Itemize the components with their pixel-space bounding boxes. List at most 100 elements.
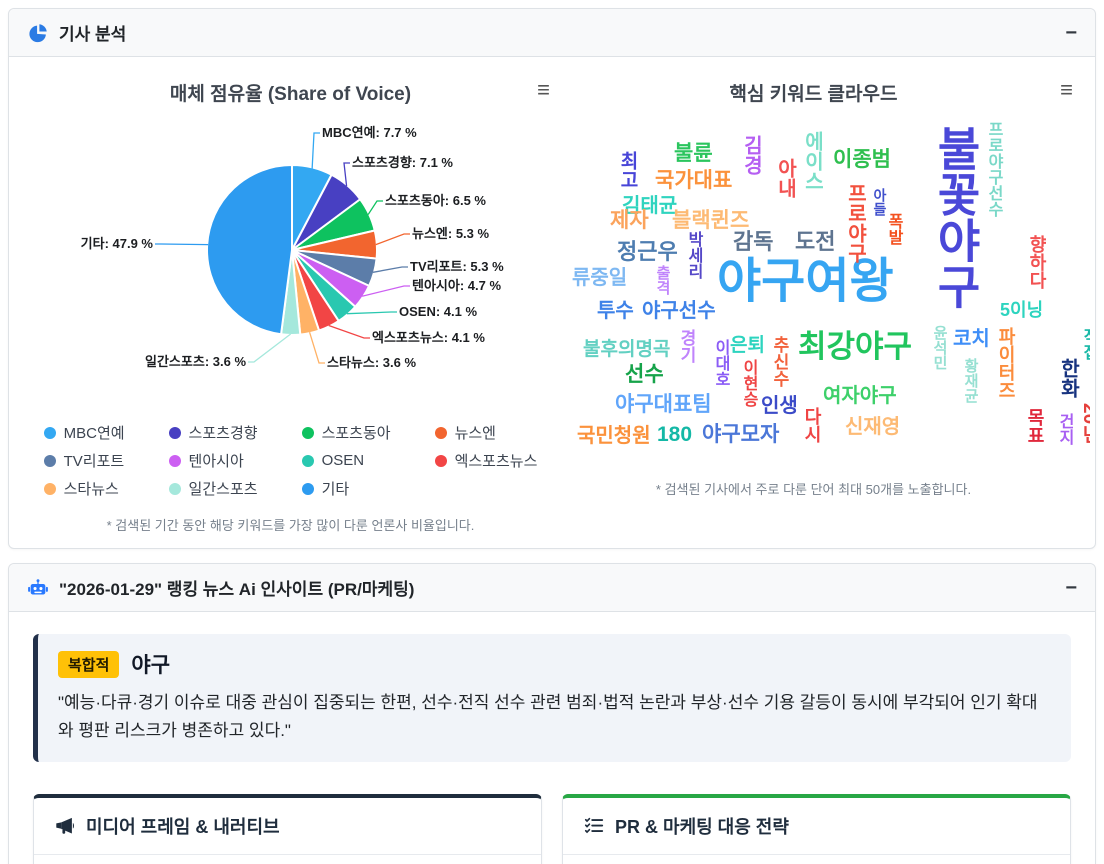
cloud-word: 불후의명곡: [583, 339, 671, 360]
cloud-word: 출격: [654, 265, 671, 295]
card-title: 미디어 프레임 & 내러티브: [86, 817, 280, 838]
cloud-word: 정근우: [617, 239, 678, 264]
chart-menu-icon[interactable]: ≡: [537, 77, 550, 102]
legend-item[interactable]: OSEN: [301, 450, 391, 471]
summary-box: 복합적 야구 "예능·다큐·경기 이슈로 대중 관심이 집중되는 한편, 선수·…: [33, 634, 1071, 763]
article-analysis-panel: 기사 분석 − 매체 점유율 (Share of Voice) ≡ MBC연예:…: [8, 8, 1096, 549]
pie-label: OSEN: 4.1 %: [399, 304, 477, 319]
cloud-word: 프로야구선수: [985, 121, 1002, 217]
pie-footnote: * 검색된 기간 동안 해당 키워드를 가장 많이 다룬 언론사 비율입니다.: [106, 518, 475, 533]
legend-dot: [301, 454, 314, 467]
collapse-button[interactable]: −: [1065, 576, 1077, 599]
list-check-icon: [584, 817, 604, 834]
media-frame-card-body: 미디어 프레임 (Media Framing): [34, 855, 541, 864]
pie-label: TV리포트: 5.3 %: [410, 259, 504, 274]
cloud-word: 이종범: [833, 148, 891, 171]
cloud-footnote: * 검색된 기사에서 주로 다룬 단어 최대 50개를 노출합니다.: [655, 482, 972, 497]
pie-label: MBC연예: 7.7 %: [322, 125, 417, 140]
legend-item[interactable]: 엑스포츠뉴스: [434, 450, 537, 471]
cloud-word: 야구선수: [642, 300, 716, 322]
cloud-word: 선수: [625, 363, 664, 386]
cloud-word: 투수: [597, 300, 634, 322]
legend-label: 일간스포츠: [188, 481, 258, 498]
pie-chart[interactable]: MBC연예: 7.7 % 스포츠경향: 7.1 % 스포츠동아: 6.5 % 뉴스엔:…: [29, 115, 552, 407]
cloud-word: 5이닝: [1000, 300, 1044, 320]
cloud-word: 건지: [1056, 413, 1073, 445]
cloud-word: 신재영: [845, 416, 901, 438]
pie-label-line: [308, 331, 325, 364]
word-cloud: 야구여왕 불꽃야구 최강야구 최고 불륜 김경 에이스 이종범 국가대표 아내 프로야구 아들 폭발 김태…: [560, 115, 1090, 463]
legend-item[interactable]: MBC연예: [43, 422, 125, 443]
pie-label-line: [343, 162, 350, 187]
cloud-word: 이현승: [740, 359, 757, 407]
charts-row: 매체 점유율 (Share of Voice) ≡ MBC연예: 7.7 % 스포…: [9, 57, 1095, 548]
legend-label: 스포츠경향: [188, 425, 258, 442]
pie-label-line: [375, 233, 410, 246]
legend-item[interactable]: 뉴스엔: [434, 422, 538, 443]
pr-strategy-card-header: PR & 마케팅 대응 전략: [563, 798, 1070, 856]
cloud-word: 국민청원: [577, 425, 651, 447]
pie-label: 스포츠동아: 6.5 %: [385, 193, 486, 208]
legend-item[interactable]: 스타뉴스: [43, 478, 125, 499]
cloud-word: 국가대표: [655, 169, 733, 192]
cloud-word: 불꽃야구: [930, 125, 982, 309]
cloud-word: 직접: [1080, 328, 1090, 360]
pie-label-line: [155, 243, 209, 246]
pie-label-line: [367, 200, 383, 215]
ai-insight-body: 복합적 야구 "예능·다큐·경기 이슈로 대중 관심이 집중되는 한편, 선수·…: [9, 612, 1095, 864]
legend-item[interactable]: 기타: [301, 478, 391, 499]
cloud-word: 도전: [795, 229, 836, 254]
panel-title: 기사 분석: [59, 25, 127, 44]
legend-label: 텐아시아: [188, 453, 244, 470]
legend-dot: [301, 482, 314, 495]
cloud-word: 아들: [872, 188, 888, 216]
cloud-word: 김태균: [622, 195, 678, 217]
pie-label: 뉴스엔: 5.3 %: [412, 226, 490, 241]
legend-label: 스포츠동아: [321, 425, 391, 442]
cloud-word: 여자야구: [823, 385, 897, 407]
pie-slice[interactable]: [206, 164, 293, 336]
legend-dot: [168, 426, 181, 439]
insight-cards-row: 미디어 프레임 & 내러티브 미디어 프레임 (Media Framing): [33, 794, 1071, 864]
legend-item[interactable]: TV리포트: [43, 450, 125, 471]
media-frame-card: 미디어 프레임 & 내러티브 미디어 프레임 (Media Framing): [33, 794, 542, 864]
cloud-word: 제자: [610, 209, 649, 232]
legend-dot: [43, 482, 56, 495]
cloud-word: 향하다: [1027, 235, 1047, 289]
collapse-button[interactable]: −: [1065, 21, 1077, 44]
cloud-word: 한화: [1057, 358, 1079, 398]
cloud-word: 20년: [1079, 403, 1090, 444]
cloud-word: 프로야구: [844, 183, 866, 263]
legend-item[interactable]: 텐아시아: [168, 450, 258, 471]
share-of-voice-chart: 매체 점유율 (Share of Voice) ≡ MBC연예: 7.7 % 스포…: [29, 77, 552, 534]
pie-label: 스포츠경향: 7.1 %: [352, 155, 453, 170]
pr-strategy-card: PR & 마케팅 대응 전략 ✔24/7 모니터링·신속대응 체계 구축: 소셜…: [562, 794, 1071, 864]
legend-item[interactable]: 스포츠동아: [301, 422, 391, 443]
cloud-word: 야구여왕: [717, 255, 894, 308]
summary-text: "예능·다큐·경기 이슈로 대중 관심이 집중되는 한편, 선수·전직 선수 관…: [58, 693, 1038, 741]
cloud-word: 박세리: [685, 231, 702, 279]
pie-chart-icon: [29, 23, 47, 42]
cloud-word: 야구대표팀: [615, 393, 712, 416]
pie-label: 스타뉴스: 3.6 %: [327, 355, 416, 370]
card-title: PR & 마케팅 대응 전략: [615, 817, 789, 838]
cloud-word: 김경: [740, 135, 762, 175]
pie-label-line: [311, 132, 320, 169]
legend-label: 기타: [321, 481, 350, 498]
legend-dot: [168, 482, 181, 495]
legend-item[interactable]: 일간스포츠: [168, 478, 258, 499]
cloud-word: 에이스: [801, 131, 823, 191]
legend-item[interactable]: 스포츠경향: [168, 422, 258, 443]
panel-title: "2026-01-29" 랭킹 뉴스 Ai 인사이트 (PR/마케팅): [59, 580, 415, 599]
cloud-word: 코치: [953, 328, 990, 350]
chart-menu-icon[interactable]: ≡: [1060, 77, 1073, 102]
cloud-word: 경기: [677, 329, 696, 363]
pr-strategy-card-body: ✔24/7 모니터링·신속대응 체계 구축: 소셜·뉴스 실시간 모니터링을 가…: [563, 855, 1070, 864]
cloud-word: 감독: [733, 229, 774, 254]
pie-label-line: [372, 266, 408, 273]
cloud-word: 폭발: [885, 213, 902, 245]
pie-label: 일간스포츠: 3.6 %: [145, 354, 246, 369]
legend-dot: [43, 454, 56, 467]
cloud-word: 추신수: [770, 336, 789, 387]
